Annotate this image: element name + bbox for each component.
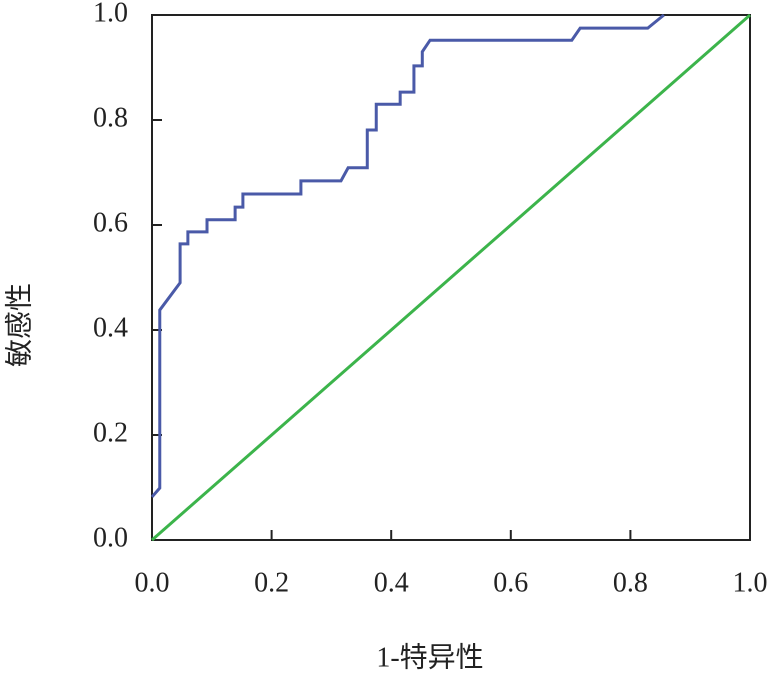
x-tick-label: 0.2 [254, 567, 289, 598]
plot-frame [151, 14, 751, 541]
roc-line [150, 13, 665, 498]
y-tick-label: 0.0 [93, 522, 128, 553]
x-tick-label: 0.8 [613, 567, 648, 598]
y-tick-label: 0.2 [93, 417, 128, 448]
y-tick-label: 0.8 [93, 102, 128, 133]
y-tick-label: 0.4 [93, 312, 128, 343]
y-tick-label: 0.6 [93, 207, 128, 238]
x-tick-label: 1.0 [733, 567, 768, 598]
y-tick-label: 1.0 [93, 0, 128, 28]
x-axis-title: 1-特异性 [376, 641, 483, 673]
x-tick-label: 0.4 [374, 567, 409, 598]
x-tick-label: 0.0 [135, 567, 170, 598]
y-axis-title: 敏感性 [3, 283, 35, 367]
roc-line [151, 13, 751, 542]
x-tick-label: 0.6 [493, 567, 528, 598]
